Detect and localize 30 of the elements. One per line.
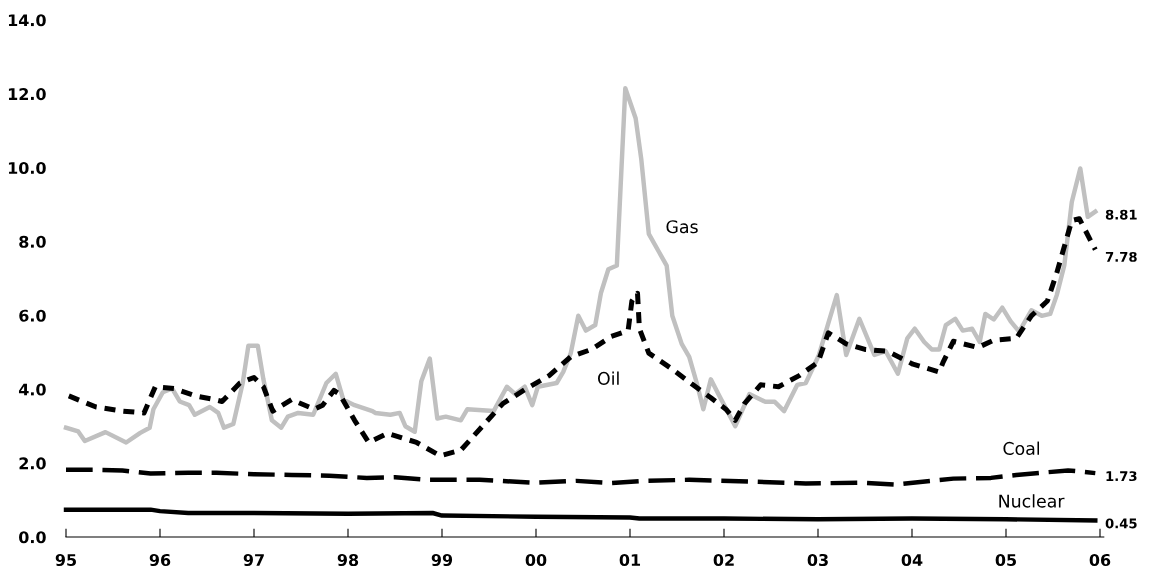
line-series	[63, 507, 1098, 523]
series-label: Nuclear	[999, 494, 1065, 508]
x-tick-label: 00	[525, 553, 547, 567]
series-label: Gas	[666, 220, 698, 234]
x-tick-label: 97	[243, 553, 264, 567]
y-tick-label: 6.0	[19, 309, 46, 322]
data-label: 8.81	[1105, 209, 1137, 220]
x-tick-label: 96	[149, 553, 171, 567]
y-tick-label: 4.0	[18, 383, 46, 396]
x-tick-label: 01	[619, 553, 641, 567]
x-tick-label: 02	[713, 553, 734, 567]
y-tick-label: 12.0	[8, 88, 46, 101]
y-tick-label: 2.0	[19, 457, 46, 470]
y-tick-label: 14.0	[8, 14, 46, 27]
x-tick-label: 95	[55, 553, 76, 567]
y-tick-label: 0.0	[19, 531, 46, 544]
data-label: 1.73	[1106, 471, 1137, 482]
series-label: Coal	[1003, 441, 1040, 455]
x-tick-label: 03	[807, 553, 828, 567]
x-tick-label: 04	[901, 553, 923, 567]
x-tick-label: 06	[1089, 553, 1111, 567]
y-tick-label: 10.0	[8, 161, 46, 175]
x-tick-label: 99	[431, 553, 453, 567]
x-tick-label: 98	[337, 553, 359, 567]
line-series	[63, 467, 1098, 487]
x-tick-label: 05	[995, 553, 1016, 567]
y-tick-label: 8.0	[19, 235, 46, 248]
data-label: 7.78	[1105, 251, 1137, 262]
data-label: 0.45	[1105, 518, 1137, 529]
series-label: Oil	[597, 371, 619, 385]
